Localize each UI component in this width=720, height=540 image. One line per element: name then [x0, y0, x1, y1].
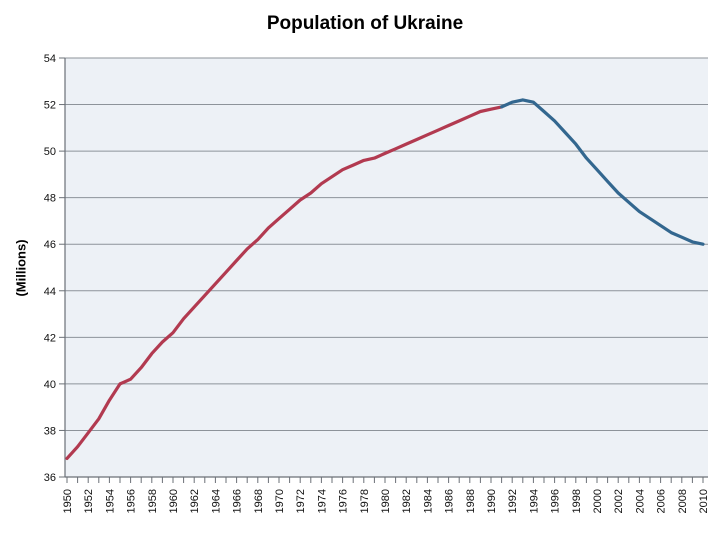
x-tick-label: 1988: [465, 489, 477, 513]
x-tick-label: 2000: [592, 489, 604, 513]
y-tick-label: 38: [44, 425, 56, 437]
y-tick-label: 36: [44, 472, 56, 484]
y-tick-label: 52: [44, 100, 56, 112]
chart-title: Population of Ukraine: [266, 13, 464, 34]
x-tick-label: 2010: [698, 489, 710, 513]
y-tick-label: 50: [44, 146, 56, 158]
x-tick-label: 1984: [422, 489, 434, 513]
x-tick-label: 1996: [550, 489, 562, 513]
x-tick-label: 1954: [104, 489, 116, 513]
y-tick-label: 42: [44, 332, 56, 344]
x-tick-label: 1956: [126, 489, 138, 513]
x-tick-label: 2002: [613, 489, 625, 513]
x-tick-label: 1962: [189, 489, 201, 513]
y-tick-label: 44: [44, 286, 56, 298]
x-tick-label: 1980: [380, 489, 392, 513]
x-tick-label: 1990: [486, 489, 498, 513]
x-tick-label: 2006: [656, 489, 668, 513]
y-tick-label: 46: [44, 239, 56, 251]
x-tick-label: 1964: [210, 489, 222, 513]
x-tick-label: 1998: [571, 489, 583, 513]
x-tick-label: 1974: [316, 489, 328, 513]
population-growth-1950-1991-line: [65, 105, 504, 460]
x-tick-label: 1972: [295, 489, 307, 513]
x-tick-label: 1986: [444, 489, 456, 513]
x-tick-label: 1994: [528, 489, 540, 513]
x-tick-label: 1966: [232, 489, 244, 513]
x-tick-label: 1960: [168, 489, 180, 513]
x-tick-label: 2008: [677, 489, 689, 513]
population-decline-1991-2010-line: [500, 98, 705, 246]
y-tick-label: 48: [44, 193, 56, 205]
x-tick-label: 1952: [83, 489, 95, 513]
x-tick-label: 2004: [634, 489, 646, 513]
x-tick-label: 1992: [507, 489, 519, 513]
y-tick-label: 54: [44, 53, 56, 65]
x-tick-label: 1950: [62, 489, 74, 513]
x-tick-label: 1968: [253, 489, 265, 513]
x-tick-label: 1958: [147, 489, 159, 513]
y-tick-label: 40: [44, 379, 56, 391]
x-tick-label: 1982: [401, 489, 413, 513]
x-tick-label: 1976: [338, 489, 350, 513]
x-tick-label: 1970: [274, 489, 286, 513]
plot-background: [65, 58, 708, 477]
x-tick-label: 1978: [359, 489, 371, 513]
